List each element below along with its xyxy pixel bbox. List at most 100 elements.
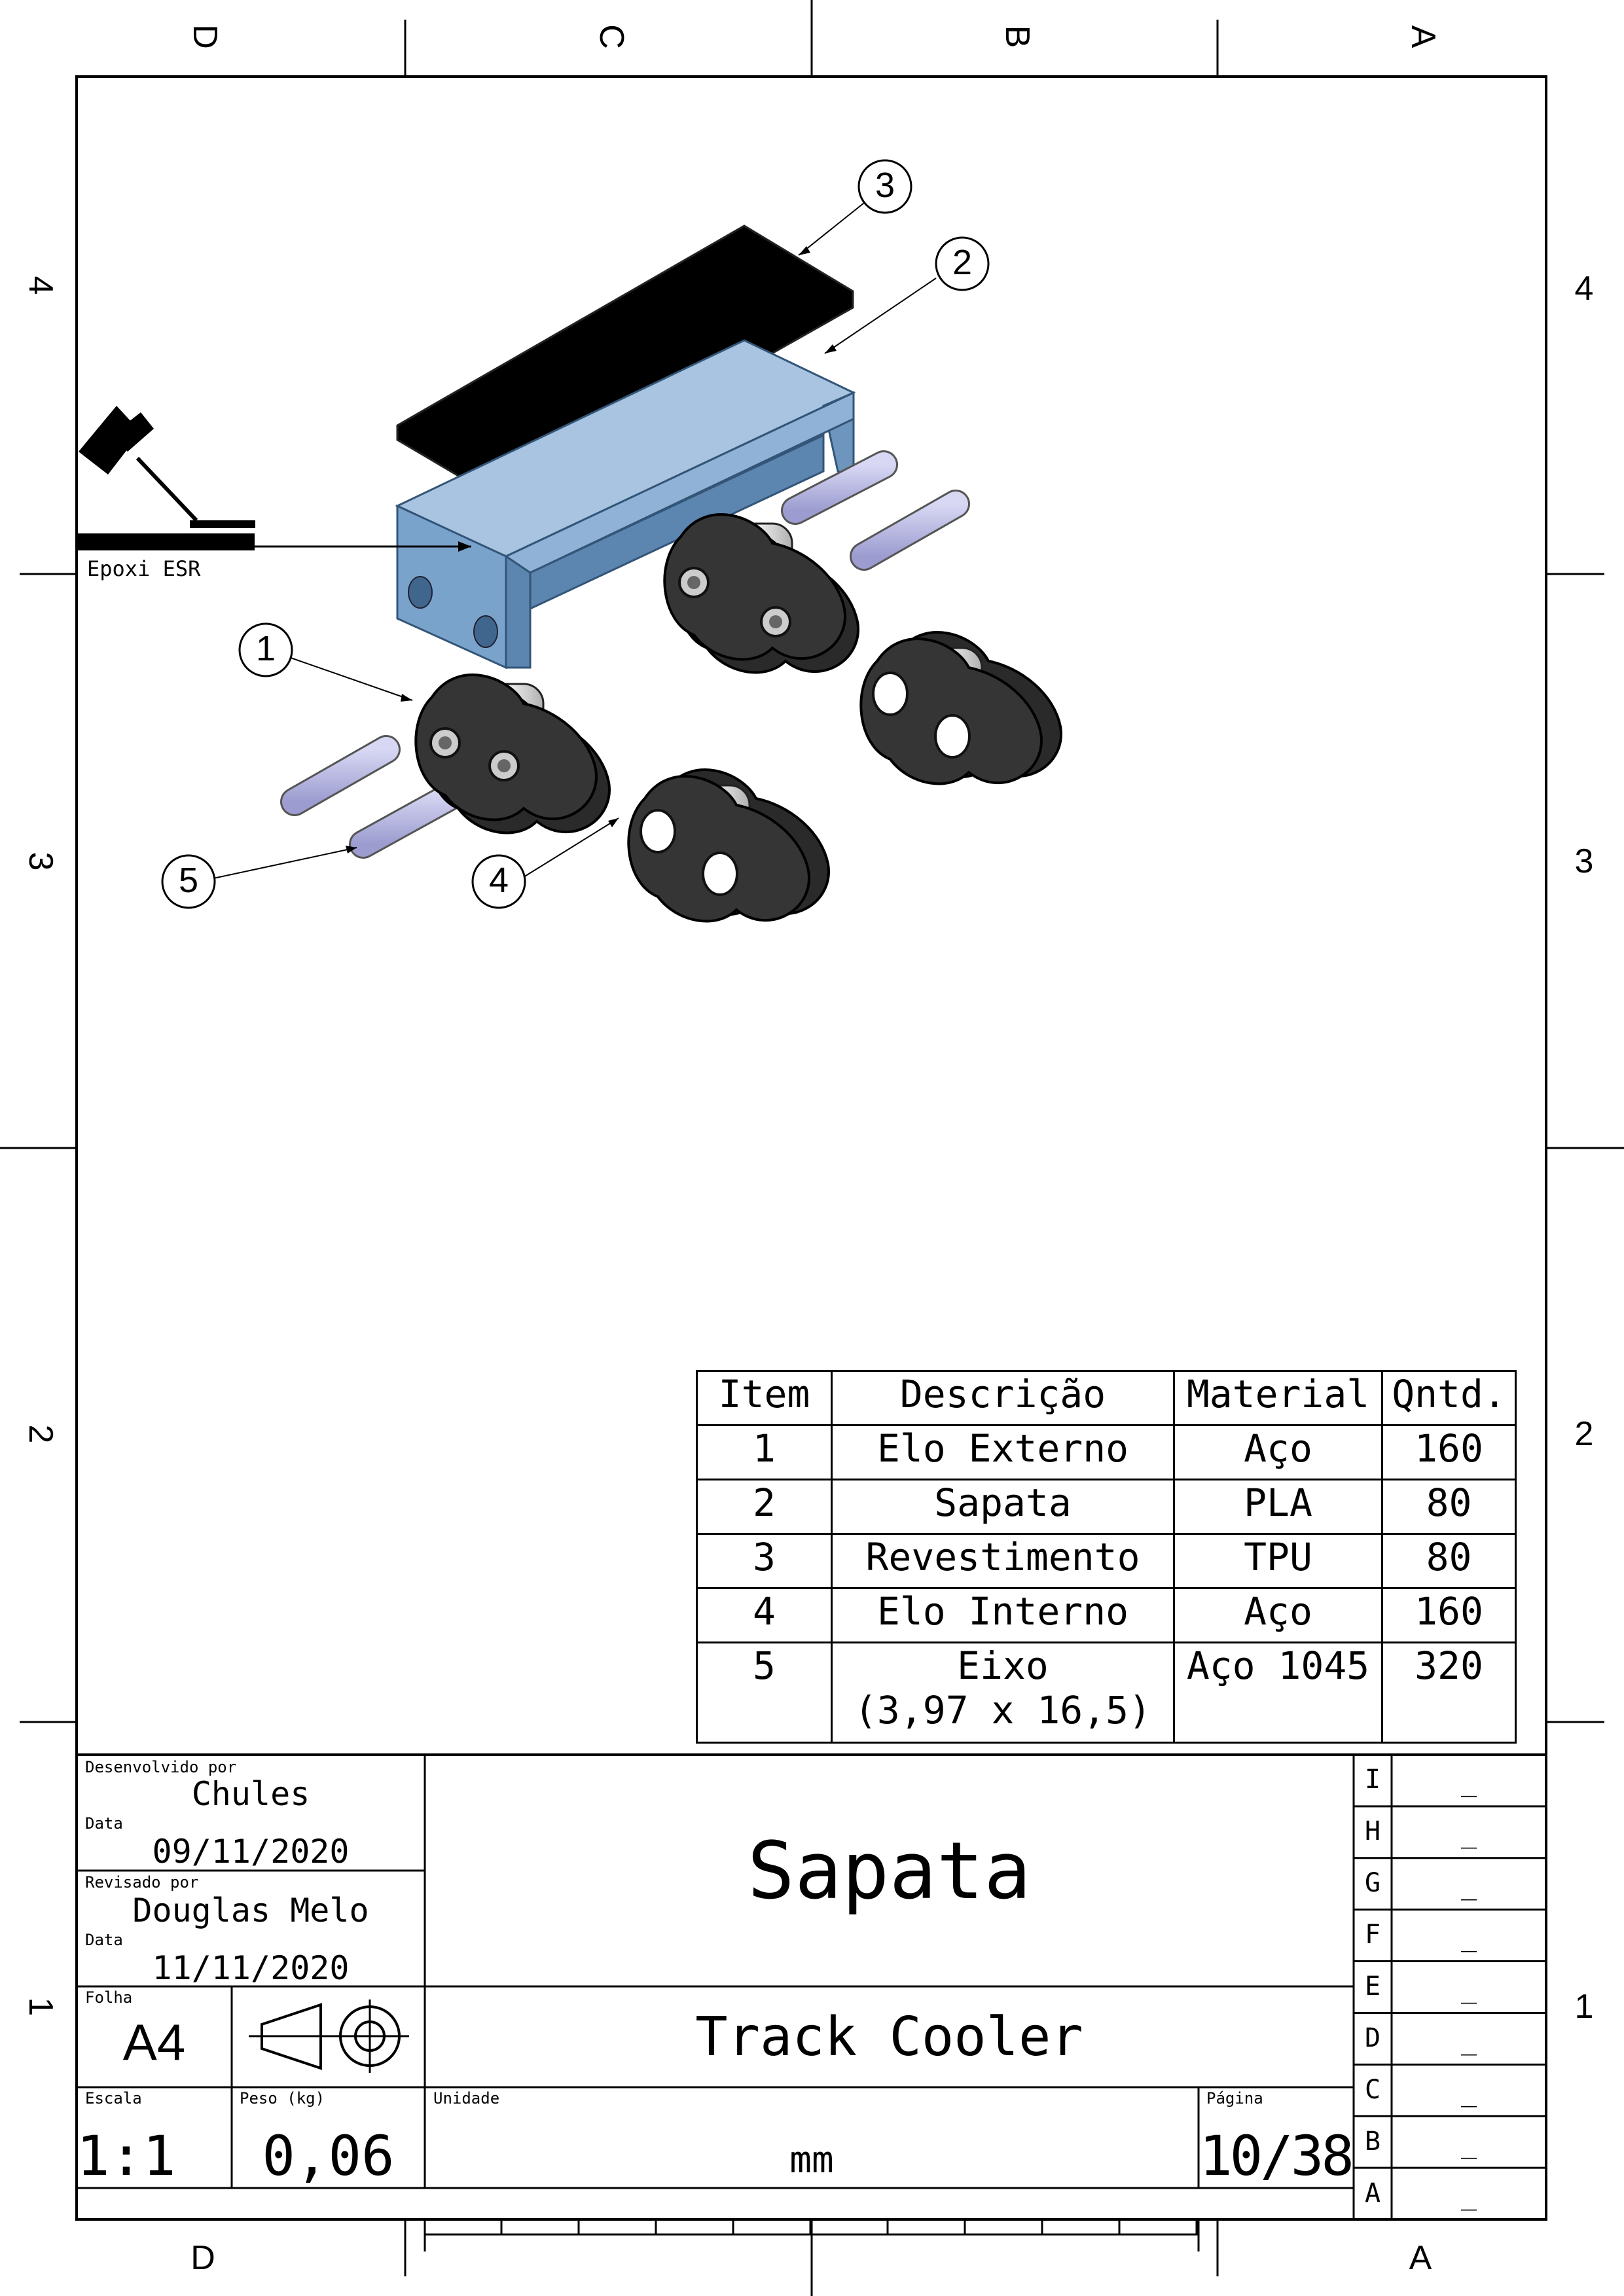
bom-table: Item Descrição Material Qntd. 1 Elo Exte…: [696, 1370, 1517, 1744]
bom-header-item: Item: [696, 1370, 833, 1426]
zone-right-1: 1: [1574, 1988, 1594, 2026]
bom-cell-desc: Revestimento: [831, 1533, 1175, 1589]
revision-letter: F: [1364, 1920, 1381, 1950]
bom-cell-desc: Elo Externo: [831, 1424, 1175, 1480]
unit-value: mm: [789, 2139, 834, 2181]
bom-cell-item: 1: [696, 1424, 833, 1480]
callout-circle-1: [238, 622, 293, 677]
revision-letter: A: [1364, 2178, 1381, 2208]
callout-circle-3: [857, 159, 912, 214]
date-reviewed: 11/11/2020: [152, 1949, 350, 1987]
link-external-upper: [663, 513, 859, 674]
bom-row: 2 Sapata PLA 80: [696, 1479, 1517, 1535]
revision-letter: B: [1364, 2126, 1381, 2157]
link-internal-right: [859, 631, 1062, 785]
bom-cell-material: Aço: [1173, 1587, 1383, 1643]
bom-cell-qty: 160: [1381, 1587, 1517, 1643]
bom-row: 5 Eixo (3,97 x 16,5) Aço 1045 320: [696, 1641, 1517, 1744]
callout-3: 3: [875, 166, 895, 205]
revision-value: _: [1460, 2180, 1477, 2211]
revision-value: _: [1460, 1871, 1477, 1901]
unit-label: Unidade: [433, 2089, 500, 2108]
revision-letter: C: [1364, 2074, 1381, 2105]
bom-cell-material: Aço: [1173, 1424, 1383, 1480]
callout-5: 5: [178, 861, 199, 900]
first-angle-projection-icon: [249, 2000, 409, 2073]
scale-label: Escala: [85, 2089, 142, 2108]
bom-row: 1 Elo Externo Aço 160: [696, 1424, 1517, 1480]
reviewed-by: Douglas Melo: [132, 1892, 369, 1929]
developed-by: Chules: [191, 1775, 310, 1813]
bom-desc-line1: Eixo: [957, 1643, 1049, 1688]
exploded-view: [77, 159, 1062, 923]
revision-value: _: [1460, 1922, 1477, 1953]
bom-cell-item: 5: [696, 1641, 833, 1744]
weight-value: 0,06: [262, 2124, 395, 2188]
bom-header-row: Item Descrição Material Qntd.: [696, 1370, 1517, 1426]
bom-cell-desc: Eixo (3,97 x 16,5): [831, 1641, 1175, 1744]
revision-letter: D: [1364, 2022, 1381, 2053]
revision-letter: H: [1364, 1816, 1381, 1847]
revision-value: _: [1460, 2128, 1477, 2159]
scale-value: 1:1: [77, 2124, 176, 2188]
pin-lower-1: [280, 735, 401, 816]
revision-value: _: [1460, 1819, 1477, 1850]
zone-bottom-d: D: [190, 2239, 215, 2277]
adhesive-symbol: [77, 406, 471, 552]
bom-header-material: Material: [1173, 1370, 1383, 1426]
developed-by-label: Desenvolvido por: [85, 1758, 237, 1776]
bom-cell-qty: 80: [1381, 1533, 1517, 1589]
project-name: Track Cooler: [695, 2006, 1083, 2068]
bom-row: 3 Revestimento TPU 80: [696, 1533, 1517, 1589]
page-number: 10/38: [1199, 2124, 1354, 2188]
date-label-2: Data: [85, 1931, 123, 1949]
zone-right-3: 3: [1574, 842, 1594, 880]
callout-circle-2: [935, 236, 990, 291]
link-external-lower: [414, 673, 611, 834]
pin-upper-1: [781, 450, 898, 525]
bom-cell-qty: 160: [1381, 1424, 1517, 1480]
callout-circle-4: [471, 854, 526, 909]
bom-row: 4 Elo Interno Aço 160: [696, 1587, 1517, 1643]
bom-header-desc: Descrição: [831, 1370, 1175, 1426]
bom-cell-qty: 320: [1381, 1641, 1517, 1744]
callout-1: 1: [255, 629, 276, 668]
bom-desc-line2: (3,97 x 16,5): [854, 1688, 1151, 1732]
date-label-1: Data: [85, 1814, 123, 1833]
bom-cell-material: PLA: [1173, 1479, 1383, 1535]
page-label: Página: [1206, 2089, 1263, 2108]
revision-value: _: [1460, 1974, 1477, 2004]
zone-left-1: 1: [22, 1997, 60, 2017]
callout-2: 2: [952, 243, 973, 282]
revision-value: _: [1460, 1767, 1477, 1798]
bom-cell-item: 4: [696, 1587, 833, 1643]
revision-letter: G: [1364, 1868, 1381, 1899]
revision-value: _: [1460, 2025, 1477, 2056]
bom-cell-material: Aço 1045: [1173, 1641, 1383, 1744]
sheet-size: A4: [122, 2013, 186, 2071]
bom-cell-item: 3: [696, 1533, 833, 1589]
bom-cell-desc: Elo Interno: [831, 1587, 1175, 1643]
bom-cell-qty: 80: [1381, 1479, 1517, 1535]
zone-right-2: 2: [1574, 1415, 1594, 1453]
reviewed-by-label: Revisado por: [85, 1873, 199, 1892]
revision-letter: E: [1364, 1971, 1381, 2001]
drawing-title: Sapata: [747, 1826, 1032, 1917]
date-developed: 09/11/2020: [152, 1833, 350, 1871]
zone-bottom-a: A: [1409, 2239, 1432, 2277]
revision-letter: I: [1364, 1765, 1381, 1795]
bom-cell-material: TPU: [1173, 1533, 1383, 1589]
bom-cell-desc: Sapata: [831, 1479, 1175, 1535]
callout-circle-5: [161, 854, 216, 909]
revestimento-pad: [396, 224, 854, 505]
bom-header-qty: Qntd.: [1381, 1370, 1517, 1426]
revision-value: _: [1460, 2077, 1477, 2108]
weld-note: Epoxi ESR: [87, 556, 201, 581]
sheet-label: Folha: [85, 1988, 133, 2007]
pin-upper-2: [850, 490, 970, 571]
callout-4: 4: [488, 861, 509, 900]
zone-right-4: 4: [1574, 270, 1594, 308]
weight-label: Peso (kg): [240, 2089, 325, 2108]
link-internal-lower: [627, 768, 830, 923]
